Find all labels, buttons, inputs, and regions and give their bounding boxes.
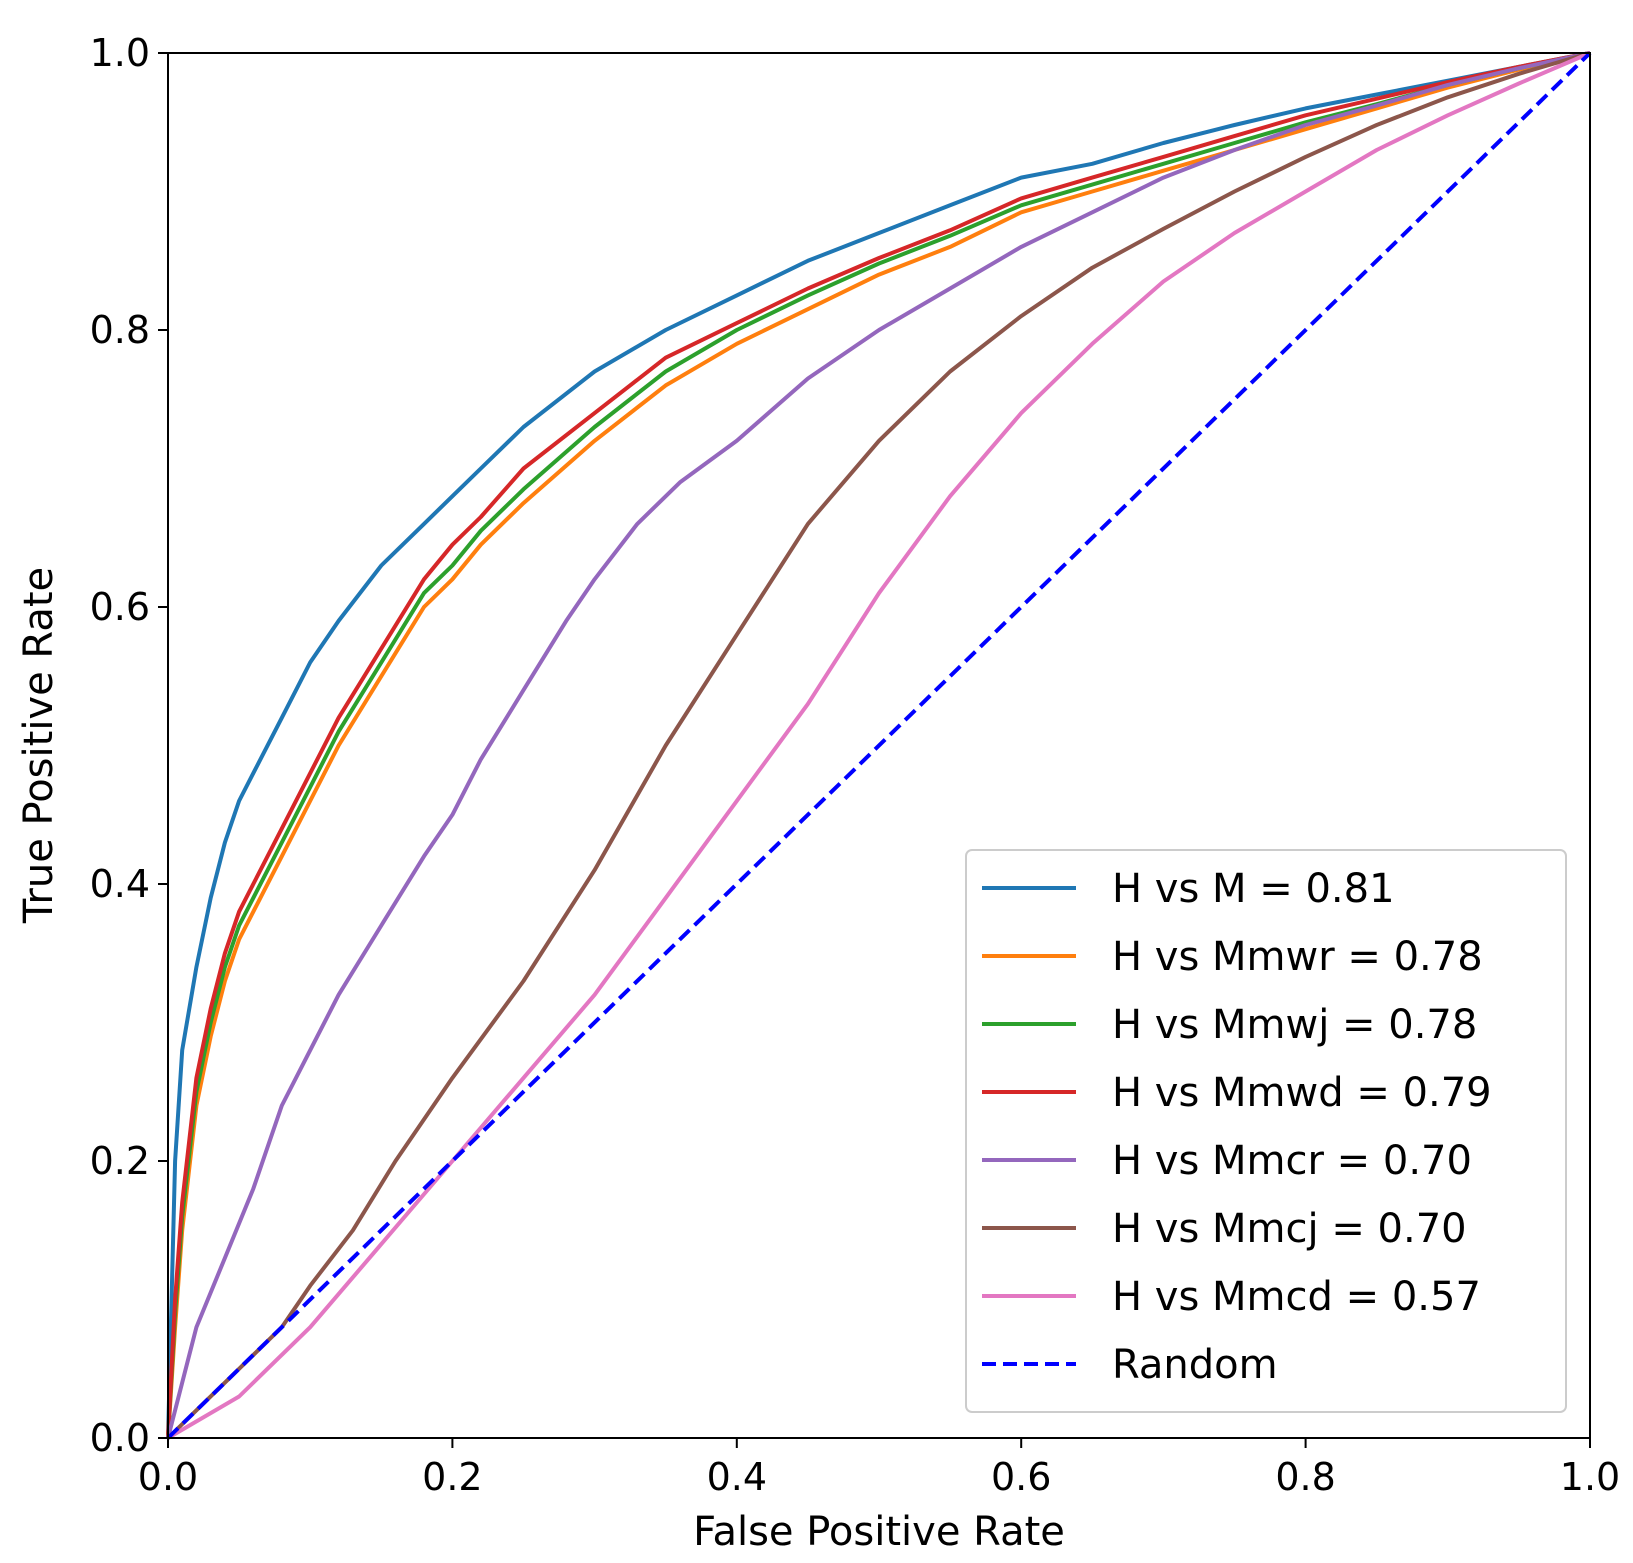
x-tick-label: 1.0 xyxy=(1560,1455,1620,1499)
legend: H vs M = 0.81 H vs Mmwr = 0.78 H vs Mmwj =… xyxy=(965,849,1567,1413)
legend-label: Random xyxy=(1112,1342,1278,1388)
legend-box xyxy=(965,849,1567,1413)
y-tick-label: 0.0 xyxy=(90,1416,150,1460)
x-axis-ticks: 0.0 0.2 0.4 0.6 0.8 1.0 xyxy=(138,1438,1620,1499)
y-tick-label: 0.2 xyxy=(90,1139,150,1183)
legend-label: H vs Mmcj = 0.70 xyxy=(1112,1206,1467,1252)
series-line-6 xyxy=(166,51,1591,1440)
legend-label: H vs Mmwj = 0.78 xyxy=(1112,1002,1477,1048)
y-tick-label: 0.6 xyxy=(90,585,150,629)
y-tick-label: 0.8 xyxy=(90,308,150,352)
y-tick-label: 0.4 xyxy=(90,862,150,906)
y-axis-label: True Positive Rate xyxy=(16,567,62,924)
y-tick-label: 1.0 xyxy=(90,31,150,75)
x-tick-label: 0.6 xyxy=(991,1455,1051,1499)
series-line-5 xyxy=(166,51,1591,1440)
axes-frame xyxy=(167,52,1591,1439)
series-layer xyxy=(166,51,1592,1440)
x-axis-label: False Positive Rate xyxy=(693,1509,1065,1555)
series-line-7 xyxy=(166,51,1592,1440)
legend-label: H vs Mmwd = 0.79 xyxy=(1112,1070,1492,1116)
series-line-2 xyxy=(166,51,1591,1439)
x-tick-label: 0.0 xyxy=(138,1455,198,1499)
legend-label: H vs M = 0.81 xyxy=(1112,866,1395,912)
x-tick-label: 0.4 xyxy=(707,1455,767,1499)
series-line-4 xyxy=(166,51,1591,1439)
y-axis-ticks: 0.0 0.2 0.4 0.6 0.8 1.0 xyxy=(90,31,168,1460)
legend-label: H vs Mmwr = 0.78 xyxy=(1112,934,1483,980)
x-tick-label: 0.2 xyxy=(422,1455,482,1499)
series-line-0 xyxy=(166,51,1591,1439)
series-line-3 xyxy=(166,51,1591,1439)
legend-label: H vs Mmcd = 0.57 xyxy=(1112,1274,1481,1320)
legend-label: H vs Mmcr = 0.70 xyxy=(1112,1138,1472,1184)
x-tick-label: 0.8 xyxy=(1275,1455,1335,1499)
